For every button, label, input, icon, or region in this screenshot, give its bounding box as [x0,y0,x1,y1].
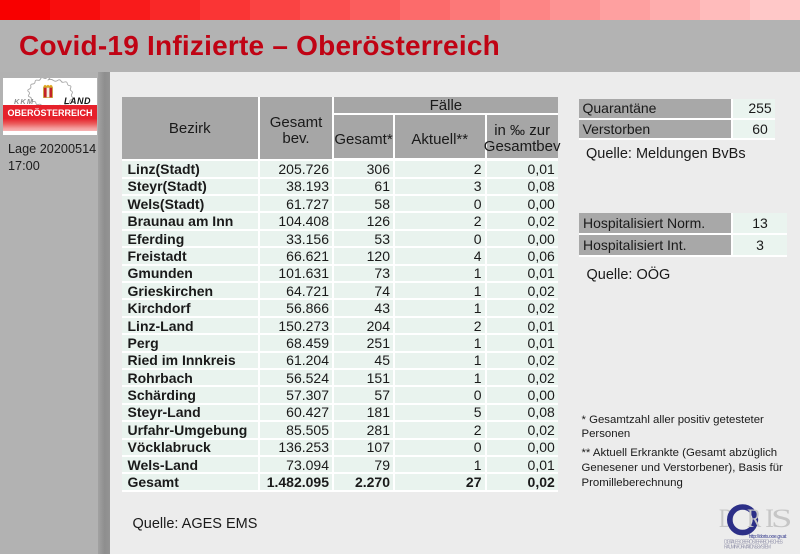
svg-text:DIGITALES OBERÖSTERREICHISCHES: DIGITALES OBERÖSTERREICHISCHES [724,538,784,545]
svg-text:RAUM-INFORMATIONS-SYSTEM: RAUM-INFORMATIONS-SYSTEM [724,545,771,551]
svg-text:http://doris.ooe.gv.at: http://doris.ooe.gv.at [749,534,787,540]
